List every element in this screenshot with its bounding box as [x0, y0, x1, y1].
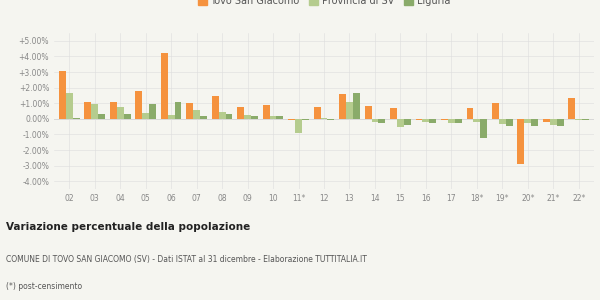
Bar: [59, 71, 66, 119]
Bar: [149, 104, 156, 119]
Bar: [353, 93, 360, 119]
Bar: [269, 116, 277, 119]
Bar: [499, 119, 506, 124]
Bar: [455, 119, 461, 124]
Bar: [251, 116, 258, 119]
Bar: [543, 119, 550, 122]
Bar: [467, 108, 473, 119]
Bar: [263, 105, 269, 119]
Bar: [136, 91, 142, 119]
Bar: [295, 119, 302, 133]
Bar: [124, 114, 131, 119]
Bar: [110, 102, 117, 119]
Bar: [288, 119, 295, 120]
Bar: [237, 107, 244, 119]
Bar: [524, 119, 531, 123]
Bar: [73, 118, 80, 119]
Bar: [506, 119, 512, 126]
Bar: [320, 118, 328, 119]
Text: Variazione percentuale della popolazione: Variazione percentuale della popolazione: [6, 222, 250, 232]
Bar: [371, 119, 379, 122]
Bar: [200, 116, 207, 119]
Bar: [175, 102, 181, 119]
Bar: [531, 119, 538, 126]
Bar: [582, 119, 589, 120]
Bar: [302, 119, 309, 120]
Bar: [448, 119, 455, 123]
Bar: [390, 108, 397, 119]
Bar: [314, 107, 320, 119]
Bar: [328, 119, 334, 120]
Bar: [422, 119, 430, 122]
Bar: [187, 103, 193, 119]
Bar: [575, 119, 582, 120]
Bar: [473, 119, 480, 122]
Bar: [404, 119, 411, 125]
Bar: [550, 119, 557, 125]
Bar: [517, 119, 524, 164]
Bar: [91, 104, 98, 119]
Legend: Tovo San Giacomo, Provincia di SV, Liguria: Tovo San Giacomo, Provincia di SV, Ligur…: [196, 0, 452, 8]
Bar: [492, 103, 499, 119]
Bar: [226, 114, 232, 119]
Bar: [480, 119, 487, 137]
Bar: [397, 119, 404, 128]
Bar: [346, 102, 353, 119]
Bar: [430, 119, 436, 123]
Bar: [85, 102, 91, 119]
Bar: [277, 116, 283, 119]
Bar: [244, 115, 251, 119]
Bar: [365, 106, 371, 119]
Bar: [339, 94, 346, 119]
Bar: [142, 113, 149, 119]
Bar: [379, 119, 385, 123]
Bar: [168, 115, 175, 119]
Bar: [193, 110, 200, 119]
Bar: [66, 93, 73, 119]
Bar: [568, 98, 575, 119]
Bar: [117, 107, 124, 119]
Text: COMUNE DI TOVO SAN GIACOMO (SV) - Dati ISTAT al 31 dicembre - Elaborazione TUTTI: COMUNE DI TOVO SAN GIACOMO (SV) - Dati I…: [6, 255, 367, 264]
Bar: [212, 96, 218, 119]
Bar: [557, 119, 563, 126]
Bar: [218, 112, 226, 119]
Bar: [98, 114, 105, 119]
Bar: [416, 119, 422, 120]
Bar: [161, 53, 168, 119]
Text: (*) post-censimento: (*) post-censimento: [6, 282, 82, 291]
Bar: [441, 119, 448, 120]
